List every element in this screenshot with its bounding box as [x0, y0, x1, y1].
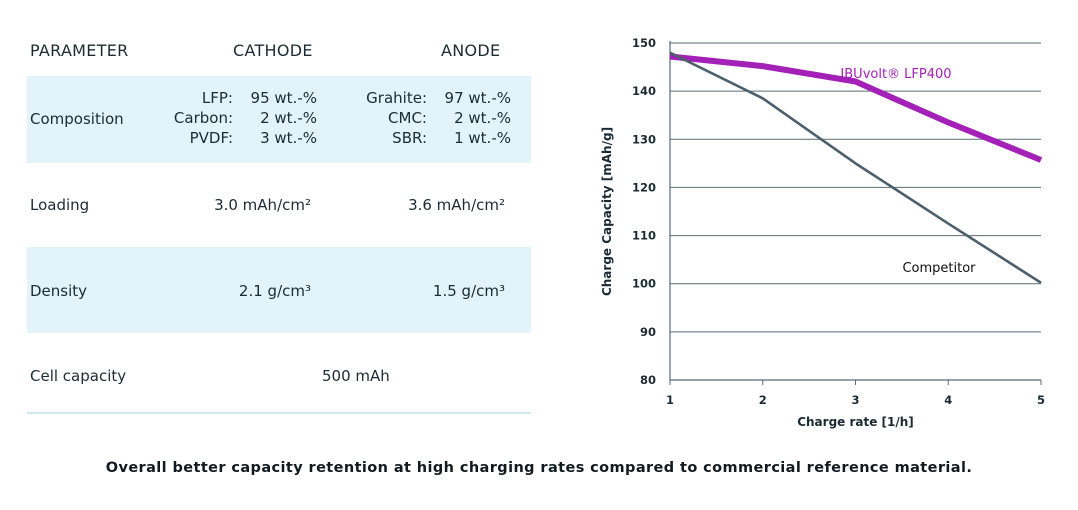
row-density: Density 2.1 g/cm³ 1.5 g/cm³: [27, 247, 531, 333]
row-loading: Loading 3.0 mAh/cm² 3.6 mAh/cm²: [27, 163, 531, 247]
cathode-comp-value: 3 wt.-%: [260, 129, 317, 147]
anode-comp-value: 2 wt.-%: [454, 109, 511, 127]
x-tick-label: 4: [944, 393, 952, 407]
header-cathode: CATHODE: [233, 41, 313, 60]
table-bottom-rule: [27, 412, 531, 414]
y-tick-label: 140: [632, 84, 656, 98]
y-axis-label: Charge Capacity [mAh/g]: [600, 127, 614, 296]
y-axis-ticks: 80 90 100 110 120 130 140 150: [632, 36, 656, 387]
series-line-competitor: [669, 51, 1042, 284]
cell-capacity-value: 500 mAh: [322, 367, 390, 385]
cathode-comp-name: Carbon:: [173, 109, 233, 127]
y-tick-label: 150: [632, 36, 656, 50]
x-tick-label: 5: [1037, 393, 1045, 407]
anode-composition: Grahite: 97 wt.-% CMC: 2 wt.-% SBR: 1 wt…: [361, 89, 511, 148]
loading-cathode-value: 3.0 mAh/cm²: [214, 196, 311, 214]
x-axis-ticks: 1 2 3 4 5: [666, 380, 1045, 407]
anode-comp-name: CMC:: [388, 109, 427, 127]
y-tick-label: 100: [632, 277, 656, 291]
capacity-chart: 80 90 100 110 120 130 140 150 1 2 3 4 5 IBUvolt® LF…: [600, 36, 1045, 429]
x-tick-label: 3: [851, 393, 859, 407]
x-tick-label: 2: [759, 393, 767, 407]
y-tick-label: 110: [632, 229, 656, 243]
chart-grid: [670, 42, 1041, 333]
cathode-composition: LFP: 95 wt.-% Carbon: 2 wt.-% PVDF: 3 wt…: [169, 89, 317, 148]
cathode-comp-name: LFP:: [201, 89, 233, 107]
row-label-cell-capacity: Cell capacity: [30, 367, 127, 385]
series-label-competitor: Competitor: [902, 261, 976, 276]
row-label-density: Density: [30, 282, 88, 300]
header-anode: ANODE: [441, 41, 501, 60]
anode-comp-name: SBR:: [392, 129, 427, 147]
cathode-comp-name: PVDF:: [189, 129, 233, 147]
spec-table: PARAMETER CATHODE ANODE Composition LFP:…: [27, 30, 531, 414]
row-cell-capacity: Cell capacity 500 mAh: [27, 333, 531, 412]
cathode-comp-value: 2 wt.-%: [260, 109, 317, 127]
table-header: PARAMETER CATHODE ANODE: [27, 30, 531, 76]
y-tick-label: 90: [640, 325, 656, 339]
anode-comp-value: 97 wt.-%: [444, 89, 511, 107]
row-composition: Composition LFP: 95 wt.-% Carbon: 2 wt.-…: [27, 76, 531, 163]
series-label-ibuvolt: IBUvolt® LFP400: [840, 67, 951, 82]
row-label-composition: Composition: [30, 110, 124, 128]
x-axis-label: Charge rate [1/h]: [797, 415, 914, 429]
y-tick-label: 80: [640, 373, 656, 387]
series-line-ibuvolt: [669, 53, 1043, 163]
loading-anode-value: 3.6 mAh/cm²: [408, 196, 505, 214]
density-anode-value: 1.5 g/cm³: [432, 282, 505, 300]
chart-series: [669, 51, 1043, 284]
anode-comp-name: Grahite:: [366, 89, 427, 107]
density-cathode-value: 2.1 g/cm³: [238, 282, 311, 300]
cathode-comp-value: 95 wt.-%: [250, 89, 317, 107]
y-tick-label: 120: [632, 180, 656, 194]
caption: Overall better capacity retention at hig…: [105, 460, 973, 476]
anode-comp-value: 1 wt.-%: [454, 129, 511, 147]
row-label-loading: Loading: [30, 196, 90, 214]
x-tick-label: 1: [666, 393, 674, 407]
y-tick-label: 130: [632, 132, 656, 146]
header-parameter: PARAMETER: [30, 41, 129, 60]
